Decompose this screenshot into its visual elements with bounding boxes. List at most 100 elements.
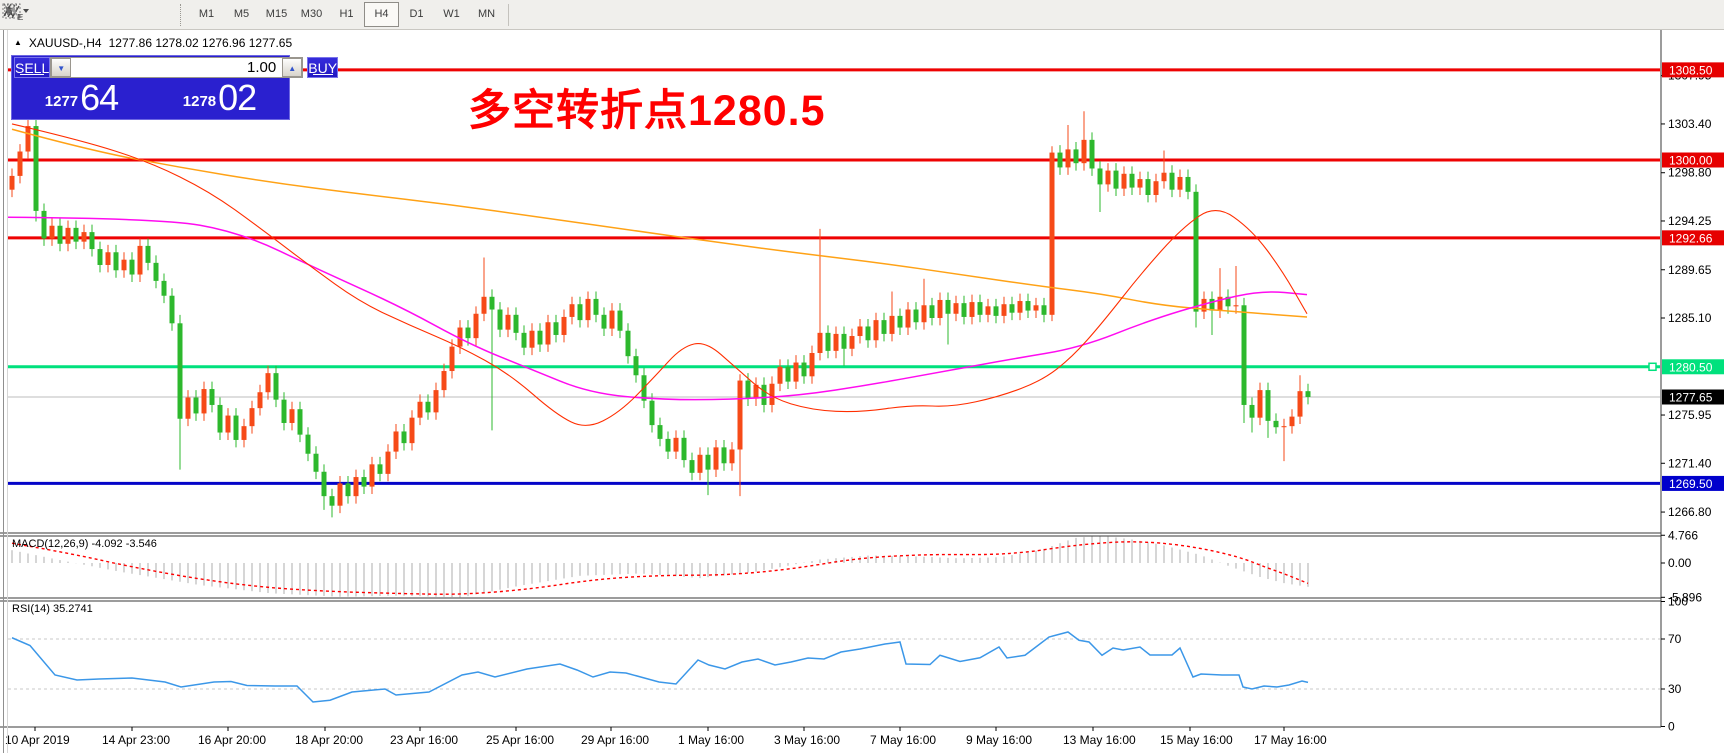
timeframe-button-m5[interactable]: M5 <box>233 8 250 20</box>
svg-text:0: 0 <box>1668 720 1675 734</box>
timeframe-button-mn[interactable]: MN <box>477 8 496 20</box>
svg-text:10 Apr 2019: 10 Apr 2019 <box>5 733 70 747</box>
svg-text:1300.00: 1300.00 <box>1669 154 1713 168</box>
price-badge-1300.00 <box>1662 152 1724 168</box>
time-axis: 10 Apr 2019 14 Apr 23:00 16 Apr 20:00 18 Ap… <box>5 727 1327 747</box>
svg-text:-5.896: -5.896 <box>1668 590 1702 604</box>
volume-stepper: ▼ ▲ <box>50 57 304 78</box>
svg-text:29 Apr 16:00: 29 Apr 16:00 <box>581 733 649 747</box>
svg-text:15 May 16:00: 15 May 16:00 <box>1160 733 1233 747</box>
svg-text:1280.50: 1280.50 <box>1669 360 1713 374</box>
symbol-timeframe-label: XAUUSD-,H4 <box>28 36 102 50</box>
svg-text:1275.95: 1275.95 <box>1668 408 1712 422</box>
text-label-icon[interactable]: A <box>4 3 102 27</box>
macd-indicator-label: MACD(12,26,9) -4.092 -3.546 <box>12 538 157 550</box>
svg-text:E: E <box>18 13 23 22</box>
one-click-trading-panel: SELL ▼ ▲ BUY 1277 64 1278 02 <box>11 55 339 120</box>
sell-price-display[interactable]: 1277 64 <box>14 80 149 117</box>
svg-text:1 May 16:00: 1 May 16:00 <box>678 733 744 747</box>
svg-text:1294.25: 1294.25 <box>1668 214 1712 228</box>
toolbar: EFAT M1 M5 M15 M30 H1 H4 D1 W1 MN <box>0 0 1724 30</box>
svg-text:30: 30 <box>1668 682 1682 696</box>
svg-text:17 May 16:00: 17 May 16:00 <box>1254 733 1327 747</box>
sell-price-small-digits: 1277 <box>44 93 79 110</box>
price-badge-1277.65 <box>1662 389 1724 405</box>
sell-price-big-digits: 64 <box>80 77 119 118</box>
cursor-mode-icon[interactable] <box>5 3 170 27</box>
timeframe-button-d1[interactable]: D1 <box>409 8 424 20</box>
svg-text:T: T <box>8 7 14 18</box>
toolbar-separator <box>508 3 510 26</box>
svg-text:1271.40: 1271.40 <box>1668 456 1712 470</box>
svg-text:16 Apr 20:00: 16 Apr 20:00 <box>198 733 266 747</box>
text-box-icon[interactable]: T <box>2 3 136 27</box>
macd-panel <box>11 535 1309 598</box>
timeframe-button-group: M1 M5 M15 M30 H1 H4 D1 W1 MN <box>189 2 504 27</box>
rsi-line <box>11 631 1309 703</box>
svg-text:1308.50: 1308.50 <box>1669 63 1713 77</box>
candlesticks <box>9 109 1311 518</box>
svg-text:1303.40: 1303.40 <box>1668 117 1712 131</box>
price-badge-1280.50 <box>1662 359 1724 375</box>
volume-input[interactable] <box>71 58 283 77</box>
toolbar-icon-group: EFAT <box>0 3 170 27</box>
svg-text:1266.80: 1266.80 <box>1668 505 1712 519</box>
timeframe-button-m15[interactable]: M15 <box>265 8 288 20</box>
toolbar-separator <box>180 3 182 26</box>
svg-text:23 Apr 16:00: 23 Apr 16:00 <box>390 733 458 747</box>
svg-text:1269.50: 1269.50 <box>1669 477 1713 491</box>
svg-text:1298.80: 1298.80 <box>1668 166 1712 180</box>
window-left-border <box>3 30 4 753</box>
svg-text:14 Apr 23:00: 14 Apr 23:00 <box>102 733 170 747</box>
timeframe-button-h1[interactable]: H1 <box>339 8 354 20</box>
buy-price-small-digits: 1278 <box>182 93 217 110</box>
svg-text:4.766: 4.766 <box>1668 528 1698 542</box>
ma-slow-line <box>11 128 1308 318</box>
chart-annotation-text: 多空转折点1280.5 <box>468 87 826 135</box>
timeframe-button-w1[interactable]: W1 <box>443 8 460 20</box>
svg-text:F: F <box>17 13 22 22</box>
price-badge-1292.66 <box>1662 230 1724 246</box>
svg-text:1277.65: 1277.65 <box>1669 390 1713 404</box>
buy-price-big-digits: 02 <box>218 77 257 118</box>
svg-text:9 May 16:00: 9 May 16:00 <box>966 733 1032 747</box>
price-badge-1308.50 <box>1662 62 1724 78</box>
ma-medium-line <box>7 216 1308 401</box>
timeframe-button-h4[interactable]: H4 <box>364 2 399 27</box>
buy-button[interactable]: BUY <box>307 57 339 78</box>
svg-text:13 May 16:00: 13 May 16:00 <box>1063 733 1136 747</box>
panel-borders <box>0 30 1662 728</box>
collapse-triangle-icon[interactable]: ▲ <box>14 37 22 47</box>
ma-fast-line <box>11 123 1308 426</box>
svg-text:18 Apr 20:00: 18 Apr 20:00 <box>295 733 363 747</box>
svg-text:1289.65: 1289.65 <box>1668 263 1712 277</box>
hline-drag-handle[interactable] <box>1648 362 1657 372</box>
svg-text:0.00: 0.00 <box>1668 556 1692 570</box>
buy-price-display[interactable]: 1278 02 <box>152 80 287 117</box>
svg-text:100: 100 <box>1668 595 1688 609</box>
svg-text:70: 70 <box>1668 632 1682 646</box>
grid-icon[interactable]: F <box>4 3 68 27</box>
horizontal-level-lines <box>8 68 1660 485</box>
chart-title-bar: ▲ XAUUSD-,H4 1277.86 1278.02 1276.96 127… <box>14 36 292 50</box>
svg-text:1285.10: 1285.10 <box>1668 311 1712 325</box>
window-left-border <box>7 30 8 753</box>
price-axis: 1307.951303.401298.801294.251289.651285.… <box>1661 62 1724 519</box>
svg-text:1292.66: 1292.66 <box>1669 231 1713 245</box>
volume-increase-button[interactable]: ▲ <box>282 58 303 77</box>
svg-text:7 May 16:00: 7 May 16:00 <box>870 733 936 747</box>
timeframe-button-m30[interactable]: M30 <box>300 8 323 20</box>
svg-text:3 May 16:00: 3 May 16:00 <box>774 733 840 747</box>
rsi-indicator-label: RSI(14) 35.2741 <box>12 603 93 615</box>
ohlc-values: 1277.86 1278.02 1276.96 1277.65 <box>108 36 293 50</box>
svg-text:25 Apr 16:00: 25 Apr 16:00 <box>486 733 554 747</box>
price-badge-1269.50 <box>1662 475 1724 491</box>
volume-decrease-button[interactable]: ▼ <box>51 58 72 77</box>
sell-button[interactable]: SELL <box>14 57 51 78</box>
rsi-panel <box>8 631 1660 703</box>
macd-signal-line <box>11 541 1309 595</box>
timeframe-button-m1[interactable]: M1 <box>198 8 215 20</box>
